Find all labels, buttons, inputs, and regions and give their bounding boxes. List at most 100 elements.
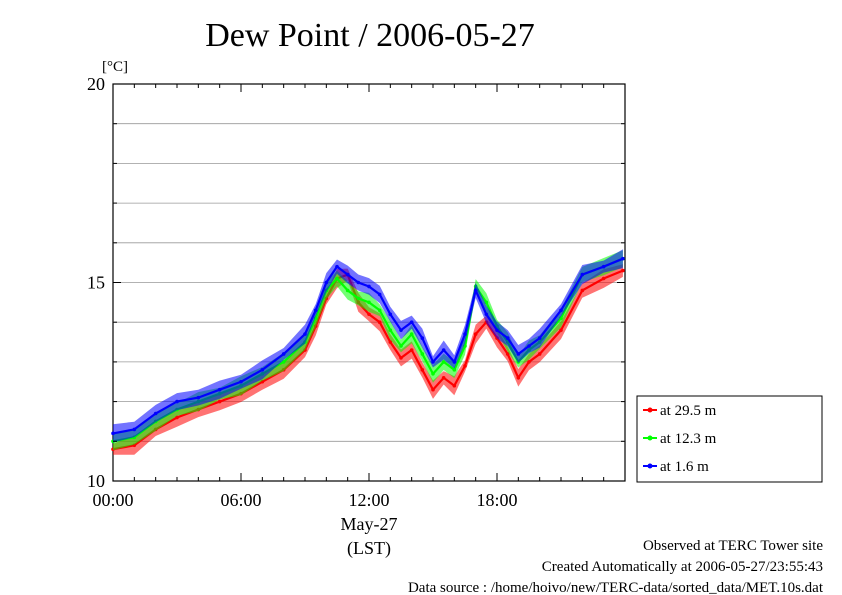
data-point — [580, 288, 585, 293]
data-point — [420, 336, 425, 340]
data-point — [527, 344, 531, 348]
data-point — [409, 332, 414, 336]
legend-label: at 29.5 m — [660, 403, 717, 419]
data-point — [399, 356, 403, 360]
data-point — [409, 320, 414, 325]
axis-ticks — [112, 83, 626, 482]
y-tick-label: 10 — [87, 471, 105, 491]
data-point — [484, 300, 489, 305]
data-point — [345, 288, 350, 293]
x-tick-label: 18:00 — [476, 490, 517, 510]
data-point — [196, 395, 201, 400]
data-point — [484, 312, 489, 317]
y-tick-label: 15 — [87, 273, 105, 293]
data-point — [399, 328, 403, 332]
x-date-label: May-27 — [341, 514, 398, 534]
legend-marker — [647, 463, 653, 469]
data-point — [367, 312, 371, 317]
data-point — [388, 340, 393, 344]
data-point — [175, 399, 179, 404]
data-point — [452, 360, 457, 364]
footer-created: Created Automatically at 2006-05-27/23:5… — [542, 559, 823, 575]
series-line — [112, 257, 624, 435]
series-layer — [111, 249, 625, 455]
data-point — [463, 364, 467, 368]
data-point — [388, 328, 393, 332]
data-point — [260, 368, 265, 372]
footer-observed: Observed at TERC Tower site — [643, 538, 823, 554]
data-point — [441, 348, 446, 352]
data-point — [431, 360, 435, 364]
data-point — [335, 276, 339, 281]
data-point — [601, 276, 606, 281]
data-point — [175, 415, 179, 420]
data-point — [537, 352, 542, 356]
data-point — [537, 336, 542, 340]
series-band — [113, 249, 623, 443]
data-point — [559, 328, 563, 332]
x-tick-label: 06:00 — [220, 490, 261, 510]
data-point — [516, 352, 521, 356]
data-point — [441, 360, 446, 364]
data-point — [621, 268, 625, 273]
data-point — [367, 300, 371, 305]
data-point — [431, 387, 435, 392]
legend-box — [636, 395, 823, 483]
data-point — [345, 272, 350, 277]
legend: at 29.5 m at 12.3 m at 1.6 m — [636, 395, 823, 483]
data-point — [463, 332, 467, 336]
data-point — [420, 368, 425, 372]
data-point — [153, 411, 158, 416]
data-point — [452, 383, 457, 388]
data-point — [420, 352, 425, 356]
data-point — [409, 348, 414, 352]
data-point — [356, 280, 361, 285]
data-point — [516, 375, 521, 380]
series-3 — [111, 249, 625, 443]
legend-marker — [647, 435, 653, 441]
data-point — [399, 344, 403, 348]
data-point — [313, 308, 318, 313]
y-tick-label: 20 — [87, 74, 105, 94]
data-point — [495, 328, 499, 332]
data-point — [601, 264, 606, 269]
data-point — [367, 284, 371, 289]
data-point — [580, 272, 585, 277]
x-tick-label: 12:00 — [348, 490, 389, 510]
data-point — [505, 336, 510, 340]
data-point — [527, 360, 531, 364]
data-point — [441, 375, 446, 380]
x-tick-labels: 00:00 06:00 12:00 18:00 — [92, 490, 517, 510]
gridlines — [113, 123, 625, 442]
footer-source: Data source : /home/hoivo/new/TERC-data/… — [408, 580, 824, 595]
y-axis-unit: [°C] — [102, 59, 128, 75]
data-point — [335, 264, 339, 269]
data-point — [111, 431, 115, 436]
y-tick-labels: 10 15 20 — [87, 74, 105, 491]
data-point — [473, 332, 478, 336]
legend-label: at 1.6 m — [660, 459, 709, 475]
legend-items: at 29.5 m at 12.3 m at 1.6 m — [643, 403, 717, 475]
data-point — [132, 427, 137, 432]
data-point — [505, 352, 510, 356]
data-point — [621, 256, 625, 261]
data-point — [281, 352, 286, 356]
data-point — [452, 368, 457, 372]
x-timezone-label: (LST) — [347, 538, 391, 559]
data-point — [239, 379, 243, 384]
data-point — [377, 320, 382, 325]
data-point — [377, 308, 382, 313]
plot-area — [111, 83, 626, 482]
legend-label: at 12.3 m — [660, 431, 717, 447]
chart-title: Dew Point / 2006-05-27 — [205, 17, 535, 54]
data-point — [303, 332, 307, 336]
data-point — [431, 372, 435, 376]
data-point — [217, 387, 222, 392]
data-point — [559, 308, 563, 313]
data-point — [356, 296, 361, 301]
legend-marker — [647, 407, 653, 413]
data-point — [217, 399, 222, 404]
data-point — [281, 360, 286, 364]
data-point — [388, 312, 393, 317]
